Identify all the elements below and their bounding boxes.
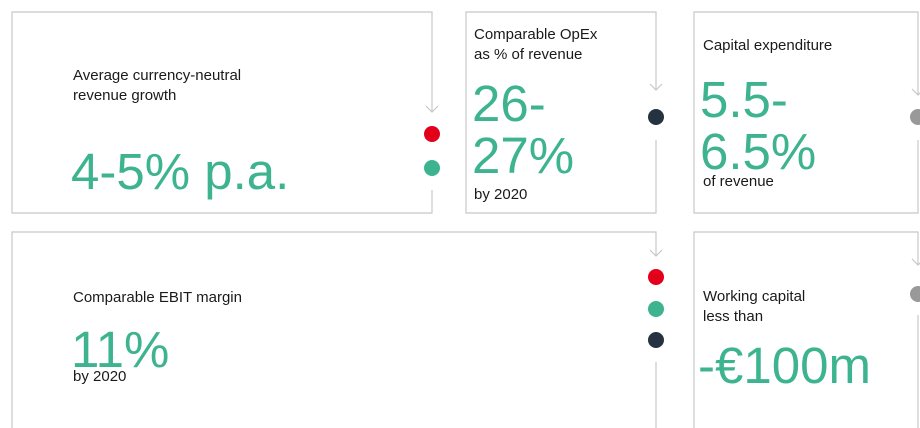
- card-border: [11, 11, 433, 214]
- dot: [910, 109, 920, 125]
- card-label: Average currency-neutral: [73, 67, 242, 84]
- arrow: [649, 83, 663, 91]
- arrow: [649, 249, 663, 257]
- dot: [648, 332, 664, 348]
- card-label: Comparable EBIT margin: [73, 289, 242, 306]
- card-label: less than: [703, 308, 764, 325]
- dot: [424, 160, 440, 176]
- card-note: by 2020: [474, 186, 528, 203]
- card-value: 5.5-: [700, 71, 788, 128]
- dot: [648, 109, 664, 125]
- card-value: 11%: [71, 321, 170, 378]
- arrow: [425, 105, 439, 113]
- card-value: 26-: [472, 75, 546, 132]
- arrow: [911, 88, 920, 96]
- card-border: [693, 231, 919, 428]
- card-border: [465, 11, 657, 214]
- arrow: [911, 258, 920, 266]
- dot: [910, 286, 920, 302]
- card-value: 6.5%: [700, 123, 817, 180]
- card-label: Capital expenditure: [703, 37, 833, 54]
- dot: [424, 126, 440, 142]
- dot: [648, 269, 664, 285]
- card-note: by 2020: [73, 368, 127, 385]
- card-label: Comparable OpEx: [474, 26, 598, 43]
- dot: [648, 301, 664, 317]
- card-value: 4-5% p.a.: [71, 143, 290, 200]
- card-label: Working capital: [703, 288, 806, 305]
- card-label: as % of revenue: [474, 46, 583, 63]
- card-border: [693, 11, 919, 214]
- card-note: of revenue: [703, 173, 774, 190]
- card-value: -€100m: [698, 337, 871, 394]
- card-value: 27%: [472, 127, 575, 184]
- card-border: [11, 231, 657, 428]
- card-label: revenue growth: [73, 87, 177, 104]
